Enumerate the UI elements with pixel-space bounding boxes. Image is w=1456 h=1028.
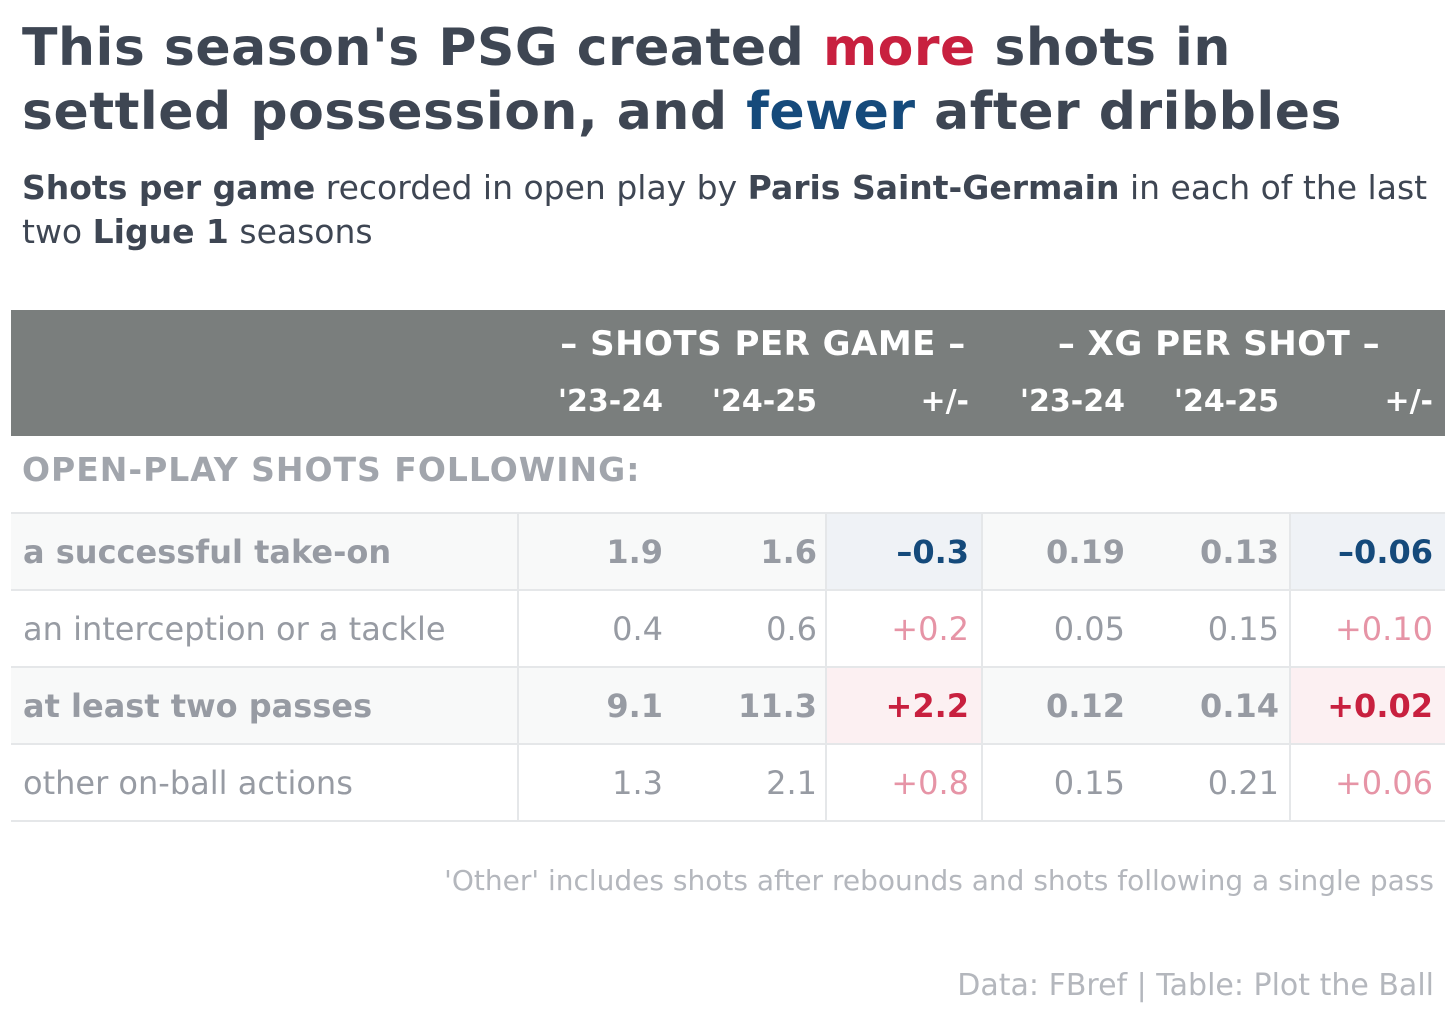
cell-shots-diff: –0.3 <box>896 532 969 571</box>
column-divider <box>517 591 519 666</box>
diff-highlight <box>827 668 983 743</box>
subtitle-b3: Ligue 1 <box>92 212 229 251</box>
title-part1: This season's PSG created <box>22 18 823 78</box>
cell-xg-diff: +0.02 <box>1327 686 1433 725</box>
column-divider <box>1289 514 1291 589</box>
title-more: more <box>822 18 976 78</box>
cell-shots-2425: 0.6 <box>766 609 817 648</box>
column-divider <box>825 514 827 589</box>
cell-xg-diff: +0.10 <box>1334 609 1433 648</box>
title-fewer: fewer <box>746 82 916 142</box>
title-part2: shots in settled possession, and <box>22 18 1231 142</box>
column-divider <box>517 745 519 820</box>
column-divider <box>981 745 983 820</box>
diff-highlight <box>1291 514 1445 589</box>
cell-xg-2425: 0.21 <box>1207 763 1279 802</box>
table-body: a successful take-on 1.9 1.6 –0.3 0.19 0.13 –0… <box>11 512 1445 822</box>
table-row: an interception or a tackle 0.4 0.6 +0.2 0.0… <box>11 589 1445 666</box>
credit: Data: FBref | Table: Plot the Ball <box>957 968 1434 1003</box>
col-header-shots-2425: '24-25 <box>711 384 817 419</box>
column-divider <box>517 514 519 589</box>
row-label: a successful take-on <box>23 532 392 571</box>
cell-shots-2425: 1.6 <box>760 532 817 571</box>
table-row: other on-ball actions 1.3 2.1 +0.8 0.15 0.21 +… <box>11 743 1445 822</box>
cell-shots-diff: +2.2 <box>885 686 970 725</box>
column-divider <box>517 668 519 743</box>
header-group-shots: – SHOTS PER GAME – <box>560 324 966 364</box>
row-label: an interception or a tackle <box>23 609 446 648</box>
section-label: OPEN-PLAY SHOTS FOLLOWING: <box>22 450 641 489</box>
diff-highlight <box>1291 668 1445 743</box>
column-divider <box>981 668 983 743</box>
column-divider <box>981 591 983 666</box>
cell-xg-2324: 0.19 <box>1046 532 1125 571</box>
cell-xg-2425: 0.14 <box>1200 686 1279 725</box>
footnote: 'Other' includes shots after rebounds an… <box>444 864 1434 897</box>
table-row: at least two passes 9.1 11.3 +2.2 0.12 0.14 +0… <box>11 666 1445 743</box>
cell-shots-2425: 2.1 <box>766 763 817 802</box>
subtitle-t3: seasons <box>228 212 373 251</box>
cell-shots-2425: 11.3 <box>738 686 817 725</box>
column-divider <box>825 591 827 666</box>
cell-xg-2425: 0.13 <box>1200 532 1279 571</box>
cell-xg-2425: 0.15 <box>1207 609 1279 648</box>
cell-xg-diff: –0.06 <box>1338 532 1433 571</box>
row-label: other on-ball actions <box>23 763 353 802</box>
column-divider <box>1289 745 1291 820</box>
col-header-xg-diff: +/- <box>1384 384 1433 419</box>
column-divider <box>981 514 983 589</box>
cell-shots-diff: +0.8 <box>891 763 969 802</box>
chart-subtitle: Shots per game recorded in open play by … <box>22 166 1442 254</box>
cell-xg-2324: 0.15 <box>1053 763 1125 802</box>
cell-xg-2324: 0.12 <box>1046 686 1125 725</box>
column-divider <box>1289 591 1291 666</box>
cell-shots-2324: 0.4 <box>612 609 663 648</box>
column-divider <box>825 745 827 820</box>
col-header-xg-2425: '24-25 <box>1173 384 1279 419</box>
cell-shots-2324: 1.3 <box>612 763 663 802</box>
table-row: a successful take-on 1.9 1.6 –0.3 0.19 0.13 –0… <box>11 512 1445 589</box>
diff-highlight <box>827 514 983 589</box>
row-label: at least two passes <box>23 686 373 725</box>
subtitle-b2: Paris Saint-Germain <box>747 168 1120 207</box>
col-header-shots-diff: +/- <box>920 384 969 419</box>
subtitle-b1: Shots per game <box>22 168 316 207</box>
cell-shots-2324: 1.9 <box>606 532 663 571</box>
col-header-xg-2324: '23-24 <box>1019 384 1125 419</box>
table-header: – SHOTS PER GAME – – XG PER SHOT – '23-2… <box>11 310 1445 436</box>
column-divider <box>825 668 827 743</box>
header-group-xg: – XG PER SHOT – <box>1057 324 1381 364</box>
cell-shots-2324: 9.1 <box>606 686 663 725</box>
col-header-shots-2324: '23-24 <box>557 384 663 419</box>
subtitle-t1: recorded in open play by <box>315 168 748 207</box>
cell-shots-diff: +0.2 <box>891 609 969 648</box>
title-part3: after dribbles <box>915 82 1342 142</box>
cell-xg-2324: 0.05 <box>1053 609 1125 648</box>
subtitle-t2: in each of the last two <box>22 168 1428 251</box>
column-divider <box>1289 668 1291 743</box>
chart-title: This season's PSG created more shots in … <box>22 16 1442 144</box>
cell-xg-diff: +0.06 <box>1334 763 1433 802</box>
